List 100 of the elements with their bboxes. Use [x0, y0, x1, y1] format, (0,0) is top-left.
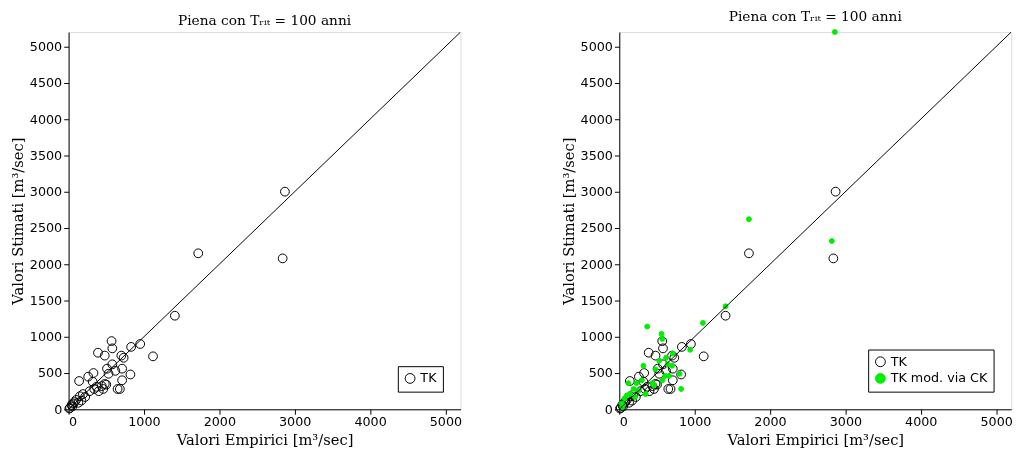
point — [657, 336, 668, 346]
y-tick-label: 2500 — [580, 220, 613, 236]
point — [107, 343, 118, 354]
x-tick-label: 0 — [69, 414, 78, 430]
y-tick-label: 1500 — [580, 292, 613, 308]
y-tick-label: 2500 — [29, 220, 63, 236]
point — [654, 368, 665, 379]
point — [103, 368, 114, 379]
point — [663, 354, 669, 361]
point — [678, 386, 685, 392]
point — [126, 342, 137, 352]
point — [643, 347, 654, 358]
y-tick-label: 0 — [54, 401, 63, 417]
point — [639, 368, 650, 378]
point — [148, 351, 158, 362]
chart-title: Piena con Tᵣᵢₜ = 100 anni — [178, 12, 352, 29]
y-axis-title: Valori Stimati [m³/sec] — [8, 137, 26, 306]
point — [88, 368, 99, 378]
y-tick-label: 4000 — [29, 111, 63, 127]
y-tick-label: 5000 — [29, 38, 63, 54]
y-tick-label: 1500 — [29, 292, 63, 308]
y-tick-label: 5000 — [580, 38, 613, 54]
point — [99, 350, 110, 361]
y-tick-label: 0 — [604, 401, 613, 417]
point — [830, 186, 841, 197]
x-tick-label: 3000 — [279, 414, 312, 430]
y-tick-label: 3000 — [580, 184, 613, 200]
point — [650, 350, 661, 361]
point — [87, 376, 98, 387]
y-tick-label: 1000 — [580, 329, 613, 345]
legend-label: TK mod. via CK — [889, 370, 988, 386]
y-tick-label: 500 — [37, 365, 63, 381]
point — [125, 369, 136, 380]
point — [658, 359, 668, 370]
point — [659, 335, 666, 342]
x-axis-title: Valori Empirici [m³/sec] — [175, 431, 354, 449]
point — [624, 376, 635, 386]
legend-label: TK — [889, 353, 908, 369]
point — [635, 386, 646, 397]
point — [666, 372, 672, 379]
y-axis-title: Valori Stimati [m³/sec] — [559, 137, 577, 306]
x-tick-label: 1000 — [678, 414, 712, 430]
x-tick-label: 1000 — [128, 414, 161, 430]
point — [117, 363, 127, 374]
x-tick-label: 3000 — [829, 414, 863, 430]
x-tick-label: 4000 — [905, 414, 938, 430]
point — [667, 363, 678, 374]
x-tick-label: 5000 — [980, 414, 1013, 430]
point — [658, 343, 668, 354]
point — [280, 186, 290, 197]
point — [659, 377, 666, 384]
point — [277, 253, 288, 264]
point — [652, 363, 663, 374]
chart-title: Piena con Tᵣᵢₜ = 100 anni — [728, 7, 903, 24]
point — [84, 386, 95, 397]
x-axis-title: Valori Empirici [m³/sec] — [726, 431, 905, 449]
point — [633, 380, 640, 387]
point — [676, 342, 687, 352]
point — [110, 365, 121, 376]
point — [656, 357, 663, 364]
x-tick-label: 2000 — [754, 414, 787, 430]
point — [644, 323, 651, 330]
point — [720, 310, 731, 321]
point — [117, 375, 127, 386]
point — [658, 330, 665, 337]
y-tick-label: 4500 — [580, 75, 613, 91]
point — [669, 350, 676, 357]
y-tick-label: 500 — [588, 365, 613, 381]
point — [638, 376, 649, 387]
y-tick-label: 4000 — [580, 111, 613, 127]
point — [193, 248, 204, 259]
point — [644, 386, 655, 397]
y-tick-label: 4500 — [29, 75, 63, 91]
point — [745, 216, 752, 223]
y-tick-label: 3500 — [29, 147, 63, 163]
point — [106, 336, 117, 346]
point — [744, 248, 754, 259]
point — [687, 346, 694, 353]
point — [828, 238, 835, 244]
point — [667, 375, 678, 386]
point — [102, 363, 112, 374]
point — [625, 380, 632, 387]
point — [640, 362, 647, 369]
point — [93, 386, 104, 397]
y-tick-label: 3000 — [29, 184, 63, 200]
x-tick-label: 2000 — [203, 414, 237, 430]
point — [170, 310, 180, 321]
point — [642, 391, 649, 397]
y-tick-label: 1000 — [29, 329, 63, 345]
point — [698, 351, 709, 362]
point — [93, 347, 103, 358]
point — [83, 371, 94, 382]
x-tick-label: 0 — [619, 414, 628, 430]
point — [630, 386, 637, 392]
point — [700, 320, 706, 326]
point — [135, 339, 146, 349]
x-tick-label: 4000 — [354, 414, 387, 430]
y-tick-label: 2000 — [29, 256, 63, 272]
point — [634, 371, 644, 382]
point — [107, 359, 118, 370]
